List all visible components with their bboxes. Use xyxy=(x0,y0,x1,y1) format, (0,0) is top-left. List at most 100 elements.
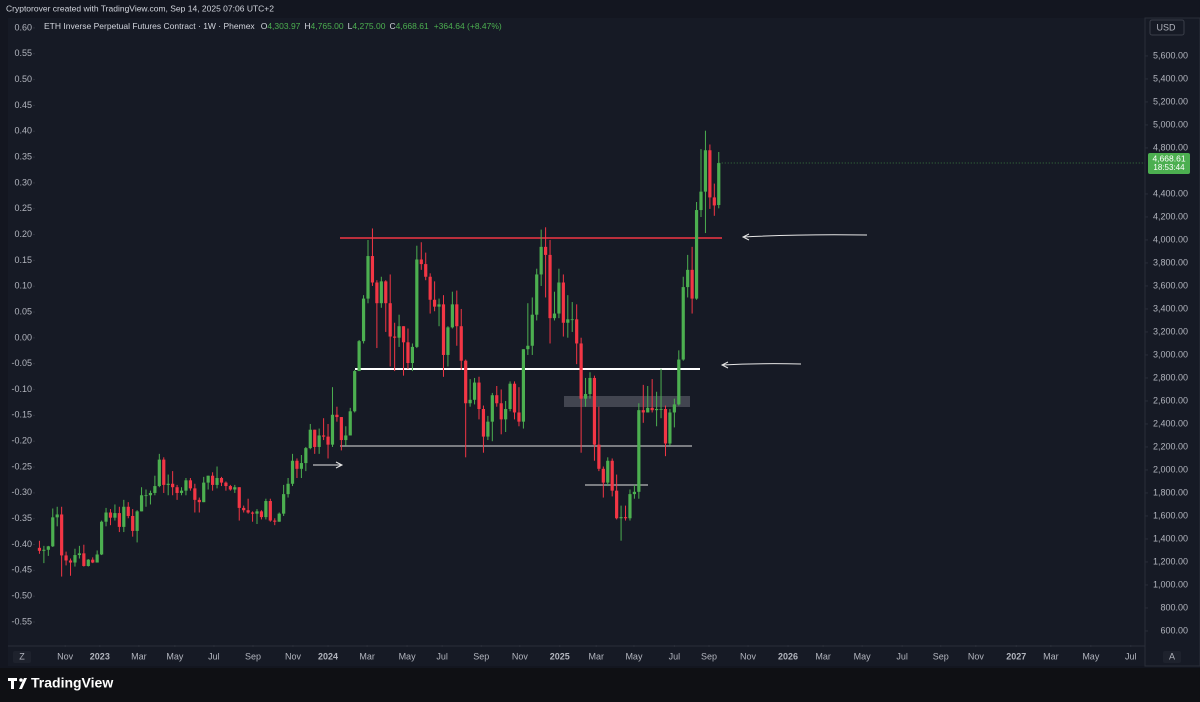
candle-body xyxy=(86,559,90,566)
x-tick-label: May xyxy=(625,651,643,661)
last-price-label: 4,668.61 xyxy=(1152,153,1185,163)
countdown: 18:53:44 xyxy=(1153,163,1185,172)
y2-tick-label: -0.50 xyxy=(11,591,32,601)
candle-body xyxy=(73,555,77,563)
last-price-box xyxy=(1148,153,1190,175)
candle-body xyxy=(55,514,59,518)
candle-body xyxy=(46,546,50,550)
candle-body xyxy=(264,501,268,518)
button[interactable] xyxy=(1163,651,1181,663)
candle-body xyxy=(379,281,383,304)
symbol-header: ETH Inverse Perpetual Futures Contract ·… xyxy=(44,21,502,31)
button[interactable] xyxy=(13,651,31,663)
candle-body xyxy=(393,336,397,338)
x-tick-label: 2025 xyxy=(550,651,570,661)
ohlc-value: 4,765.00 xyxy=(311,21,344,31)
candle-body xyxy=(694,210,699,299)
x-tick-label: Sep xyxy=(473,651,489,661)
y2-tick-label: 0.20 xyxy=(14,229,32,239)
candle-body xyxy=(632,491,636,495)
candle-body xyxy=(615,490,619,519)
y-tick-label: 3,800.00 xyxy=(1153,257,1188,267)
ohlc-value: 4,303.97 xyxy=(267,21,300,31)
candle-body xyxy=(548,254,552,319)
candle-body xyxy=(357,341,361,372)
y-tick-label: 2,800.00 xyxy=(1153,372,1188,382)
candle-body xyxy=(472,382,477,400)
candle-body xyxy=(211,475,215,485)
x-tick-label: Nov xyxy=(740,651,757,661)
candle-body xyxy=(184,480,188,491)
y2-tick-label: -0.55 xyxy=(11,616,32,626)
candle-body xyxy=(126,506,130,516)
y-tick-label: 800.00 xyxy=(1160,602,1188,612)
candle-body xyxy=(242,507,246,511)
candle-body xyxy=(42,549,46,551)
candle-body xyxy=(668,412,672,444)
candle-body xyxy=(570,319,574,321)
candle-body xyxy=(322,435,326,437)
candle-body xyxy=(406,342,410,364)
candle-body xyxy=(100,521,104,555)
arrow xyxy=(741,233,868,241)
candle-body xyxy=(490,395,494,422)
y-tick-label: 4,200.00 xyxy=(1153,211,1188,221)
candle-body xyxy=(317,435,321,447)
y-tick-label: 2,600.00 xyxy=(1153,395,1188,405)
y2-tick-label: 0.50 xyxy=(14,74,32,84)
x-tick-label: Mar xyxy=(359,651,375,661)
candle-body xyxy=(637,410,641,492)
y-tick-label: 1,800.00 xyxy=(1153,487,1188,497)
candle-body xyxy=(699,191,703,211)
candle-body xyxy=(370,256,375,283)
candle-body xyxy=(526,345,530,350)
candle-body xyxy=(277,513,281,522)
candle-body xyxy=(339,417,343,441)
candle-body xyxy=(313,429,317,447)
y2-tick-label: -0.15 xyxy=(11,410,32,420)
candle-body xyxy=(446,327,450,355)
candle-body xyxy=(117,513,121,527)
candle-body xyxy=(206,475,210,483)
candle-body xyxy=(95,554,99,563)
x-tick-label: Jul xyxy=(669,651,681,661)
candle-body xyxy=(428,276,432,300)
candle-body xyxy=(268,501,272,521)
y2-tick-label: -0.30 xyxy=(11,487,32,497)
y2-tick-label: -0.20 xyxy=(11,436,32,446)
candle-body xyxy=(259,511,264,518)
x-tick-label: Mar xyxy=(588,651,604,661)
candle-body xyxy=(655,409,659,411)
candle-body xyxy=(508,383,512,410)
x-tick-label: Nov xyxy=(57,651,74,661)
y2-tick-label: -0.40 xyxy=(11,539,32,549)
y2-tick-label: 0.55 xyxy=(14,48,32,58)
candle-body xyxy=(681,287,685,360)
unit-box[interactable] xyxy=(1149,19,1185,36)
unit: USD xyxy=(1156,22,1176,32)
candle-body xyxy=(304,448,308,464)
candle-body xyxy=(619,517,623,519)
candle-body xyxy=(299,463,303,469)
candle-body xyxy=(250,512,255,514)
x-tick-label: Jul xyxy=(1125,651,1137,661)
candle-body xyxy=(579,343,583,399)
candle-body xyxy=(153,486,157,493)
y-tick-label: 2,400.00 xyxy=(1153,418,1188,428)
brand: TradingView xyxy=(31,675,113,691)
y2-tick-label: 0.10 xyxy=(14,281,32,291)
arrow xyxy=(720,361,802,369)
candle-body xyxy=(326,436,330,445)
candle-body xyxy=(397,326,401,338)
y2-tick-label: 0.05 xyxy=(14,306,32,316)
y2-tick-label: 0.40 xyxy=(14,126,32,136)
y-tick-label: 3,400.00 xyxy=(1153,303,1188,313)
candle-body xyxy=(623,517,628,519)
y2-tick-label: -0.35 xyxy=(11,513,32,523)
x-tick-label: 2024 xyxy=(318,651,338,661)
candle-body xyxy=(224,482,228,487)
y-tick-label: 600.00 xyxy=(1160,625,1188,635)
y2-tick-label: 0.25 xyxy=(14,203,32,213)
